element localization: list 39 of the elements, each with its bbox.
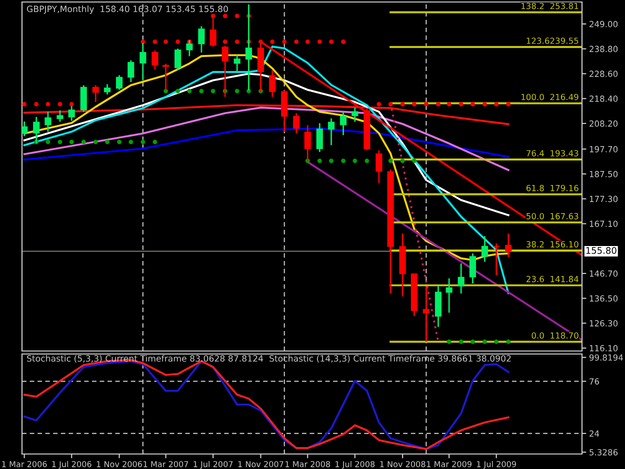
y-tick-label: 146.70 xyxy=(590,270,618,277)
y-tick-label: 116.10 xyxy=(590,345,618,352)
y-tick-label: 5.3286 xyxy=(590,449,618,456)
y-tick-label: 99.8194 xyxy=(589,354,623,361)
series-label: 138.2 253.81 xyxy=(522,2,578,10)
x-tick-label: 1 Jul 2008 xyxy=(336,460,375,469)
y-tick-label: 208.20 xyxy=(590,120,618,127)
x-tick-label: 1 Nov 2008 xyxy=(380,461,426,468)
x-tick-label: 1 Jul 2006 xyxy=(52,460,92,469)
x-tick-label: 1 Jul 2007 xyxy=(194,460,233,469)
y-tick-label: 249.00 xyxy=(590,20,618,28)
y-tick-label: 24 xyxy=(590,430,600,437)
y-tick-label: 218.40 xyxy=(590,96,618,102)
y-tick-label: 136.50 xyxy=(590,295,618,302)
y-tick-label: 167.10 xyxy=(590,220,618,227)
y-tick-label: 76 xyxy=(590,378,600,385)
ref-line-label: 155.80 xyxy=(586,247,616,254)
series-label: 100.0 216.49 xyxy=(522,94,578,100)
series-label: 123.6239.55 xyxy=(526,38,578,44)
series-label: 23.6 141.84 xyxy=(526,276,578,282)
y-tick-label: 238.80 xyxy=(590,46,618,52)
y-tick-label: 228.60 xyxy=(590,70,618,77)
x-tick-label: 1 Jul 2009 xyxy=(477,460,516,469)
x-tick-label: 1 Nov 2006 xyxy=(96,461,142,468)
x-tick-label: 1 Mar 2009 xyxy=(426,461,472,468)
chart-title: GBPJPY,Monthly 158.40 163.07 153.45 155.80 xyxy=(26,5,228,14)
x-tick-label: 1 Nov 2007 xyxy=(238,461,284,468)
x-tick-label: 1 Mar 2008 xyxy=(286,461,330,468)
series-label: 76.4 193.43 xyxy=(526,150,578,156)
x-tick-label: 1 Mar 2007 xyxy=(144,461,188,468)
series-label: 38.2 156.10 xyxy=(526,241,578,248)
y-tick-label: 197.70 xyxy=(590,146,618,152)
series-label: 61.8 179.16 xyxy=(526,184,578,192)
series-label: 50.0 167.63 xyxy=(526,213,578,220)
y-tick-label: 187.50 xyxy=(590,170,618,178)
y-tick-label: 126.30 xyxy=(590,320,618,326)
y-tick-label: 177.30 xyxy=(590,196,618,202)
series-label: 0.0 118.70 xyxy=(532,332,578,339)
x-tick-label: 1 Mar 2006 xyxy=(2,461,47,468)
